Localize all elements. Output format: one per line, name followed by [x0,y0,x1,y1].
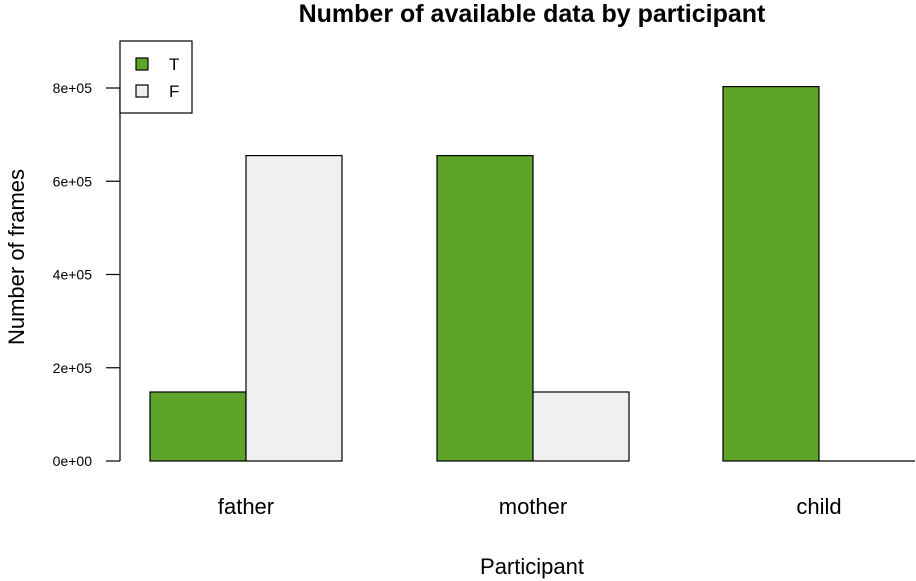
x-category-label: mother [499,494,567,519]
bar-mother-T [436,155,534,462]
y-tick-label: 4e+05 [53,267,93,283]
y-axis-label: Number of frames [4,169,29,345]
y-tick-label: 0e+00 [53,453,93,469]
legend-swatch [135,84,149,98]
bar-mother-F [532,391,630,462]
x-category-label: child [796,494,841,519]
bar-father-T [149,391,247,462]
bar-child-T [722,86,820,462]
chart-title: Number of available data by participant [299,0,766,28]
x-category-labels: father mother child [218,494,842,519]
y-tick-label: 6e+05 [53,173,93,189]
legend-box [119,40,193,114]
legend-label: T [169,55,179,74]
legend-swatch [135,57,149,71]
legend-label: F [169,82,179,101]
x-axis-label: Participant [480,554,584,579]
y-axis: 0e+00 2e+05 4e+05 6e+05 8e+05 [53,80,121,469]
x-category-label: father [218,494,274,519]
bars-group [149,86,915,462]
y-tick-label: 8e+05 [53,80,93,96]
legend: TF [119,40,193,114]
y-tick-label: 2e+05 [53,360,93,376]
bar-father-F [245,155,343,462]
